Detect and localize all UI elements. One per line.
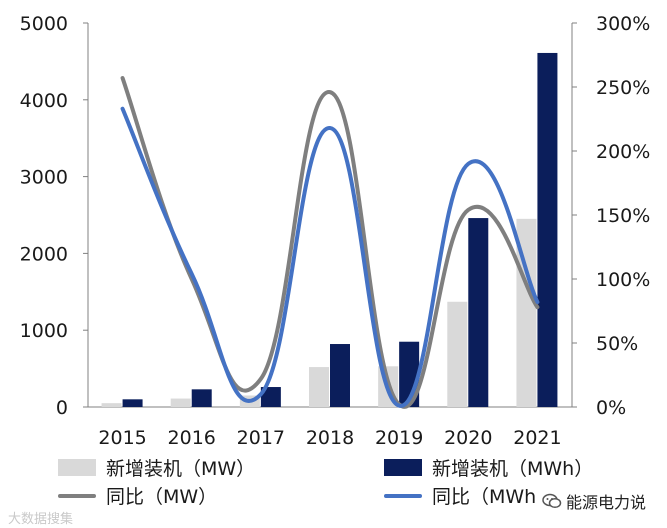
y-left-tick-label: 1000	[20, 320, 68, 342]
legend-bar-mwh: 新增装机（MWh）	[384, 454, 593, 481]
bar-mw	[447, 301, 468, 407]
y-left-tick-label: 4000	[20, 90, 68, 112]
brand-text: 能源电力说	[566, 493, 647, 512]
y-left-tick-label: 3000	[20, 167, 68, 189]
x-tick-label: 2018	[306, 427, 354, 449]
y-left-tick-label: 5000	[20, 13, 68, 35]
line-yoy-mw	[120, 76, 540, 409]
line-yoy-mwh	[120, 106, 540, 408]
bar-mwh	[122, 399, 143, 407]
y-right-tick-label: 50%	[596, 333, 638, 355]
bar-mwh	[537, 52, 558, 408]
legend-label-line-mw: 同比（MW）	[106, 486, 218, 508]
x-tick-label: 2020	[444, 427, 492, 449]
x-tick-label: 2017	[237, 427, 285, 449]
legend-label-bar-mw: 新增装机（MW）	[106, 458, 256, 480]
y-right-tick-label: 100%	[596, 269, 650, 291]
legend-swatch-line-mw	[58, 493, 96, 498]
bar-mw	[516, 218, 537, 407]
legend-swatch-bar-mw	[58, 459, 96, 476]
y-right-tick-label: 250%	[596, 77, 650, 99]
bar-mw	[309, 367, 329, 407]
bar-mwh	[468, 218, 489, 407]
x-tick-label: 2021	[513, 427, 561, 449]
legend-label-bar-mwh: 新增装机（MWh）	[432, 458, 594, 480]
y-left-tick-label: 0	[56, 397, 68, 419]
x-tick-label: 2015	[98, 427, 146, 449]
wechat-icon	[542, 493, 562, 509]
bar-mwh	[191, 389, 212, 407]
x-tick-label: 2016	[168, 427, 216, 449]
y-left-tick-label: 2000	[20, 243, 68, 265]
watermark-text: 大数据搜集	[8, 512, 74, 527]
y-right-tick-label: 0%	[596, 397, 626, 419]
y-right-tick-label: 300%	[596, 13, 650, 35]
bar-mwh	[260, 387, 281, 407]
legend-label-line-mwh: 同比（MWh	[432, 486, 537, 508]
y-right-tick-label: 150%	[596, 205, 650, 227]
legend-swatch-line-mwh	[384, 493, 422, 498]
bar-mwh	[330, 344, 350, 407]
y-right-tick-label: 200%	[596, 141, 650, 163]
legend-line-mwh: 同比（MWh	[384, 482, 536, 509]
brand-badge: 能源电力说	[538, 487, 651, 515]
legend-line-mw: 同比（MW）	[58, 482, 217, 509]
legend-swatch-bar-mwh	[384, 459, 422, 476]
legend-bar-mw: 新增装机（MW）	[58, 454, 255, 481]
bar-mw	[170, 398, 191, 407]
x-tick-label: 2019	[375, 427, 423, 449]
bar-mw	[101, 403, 122, 407]
